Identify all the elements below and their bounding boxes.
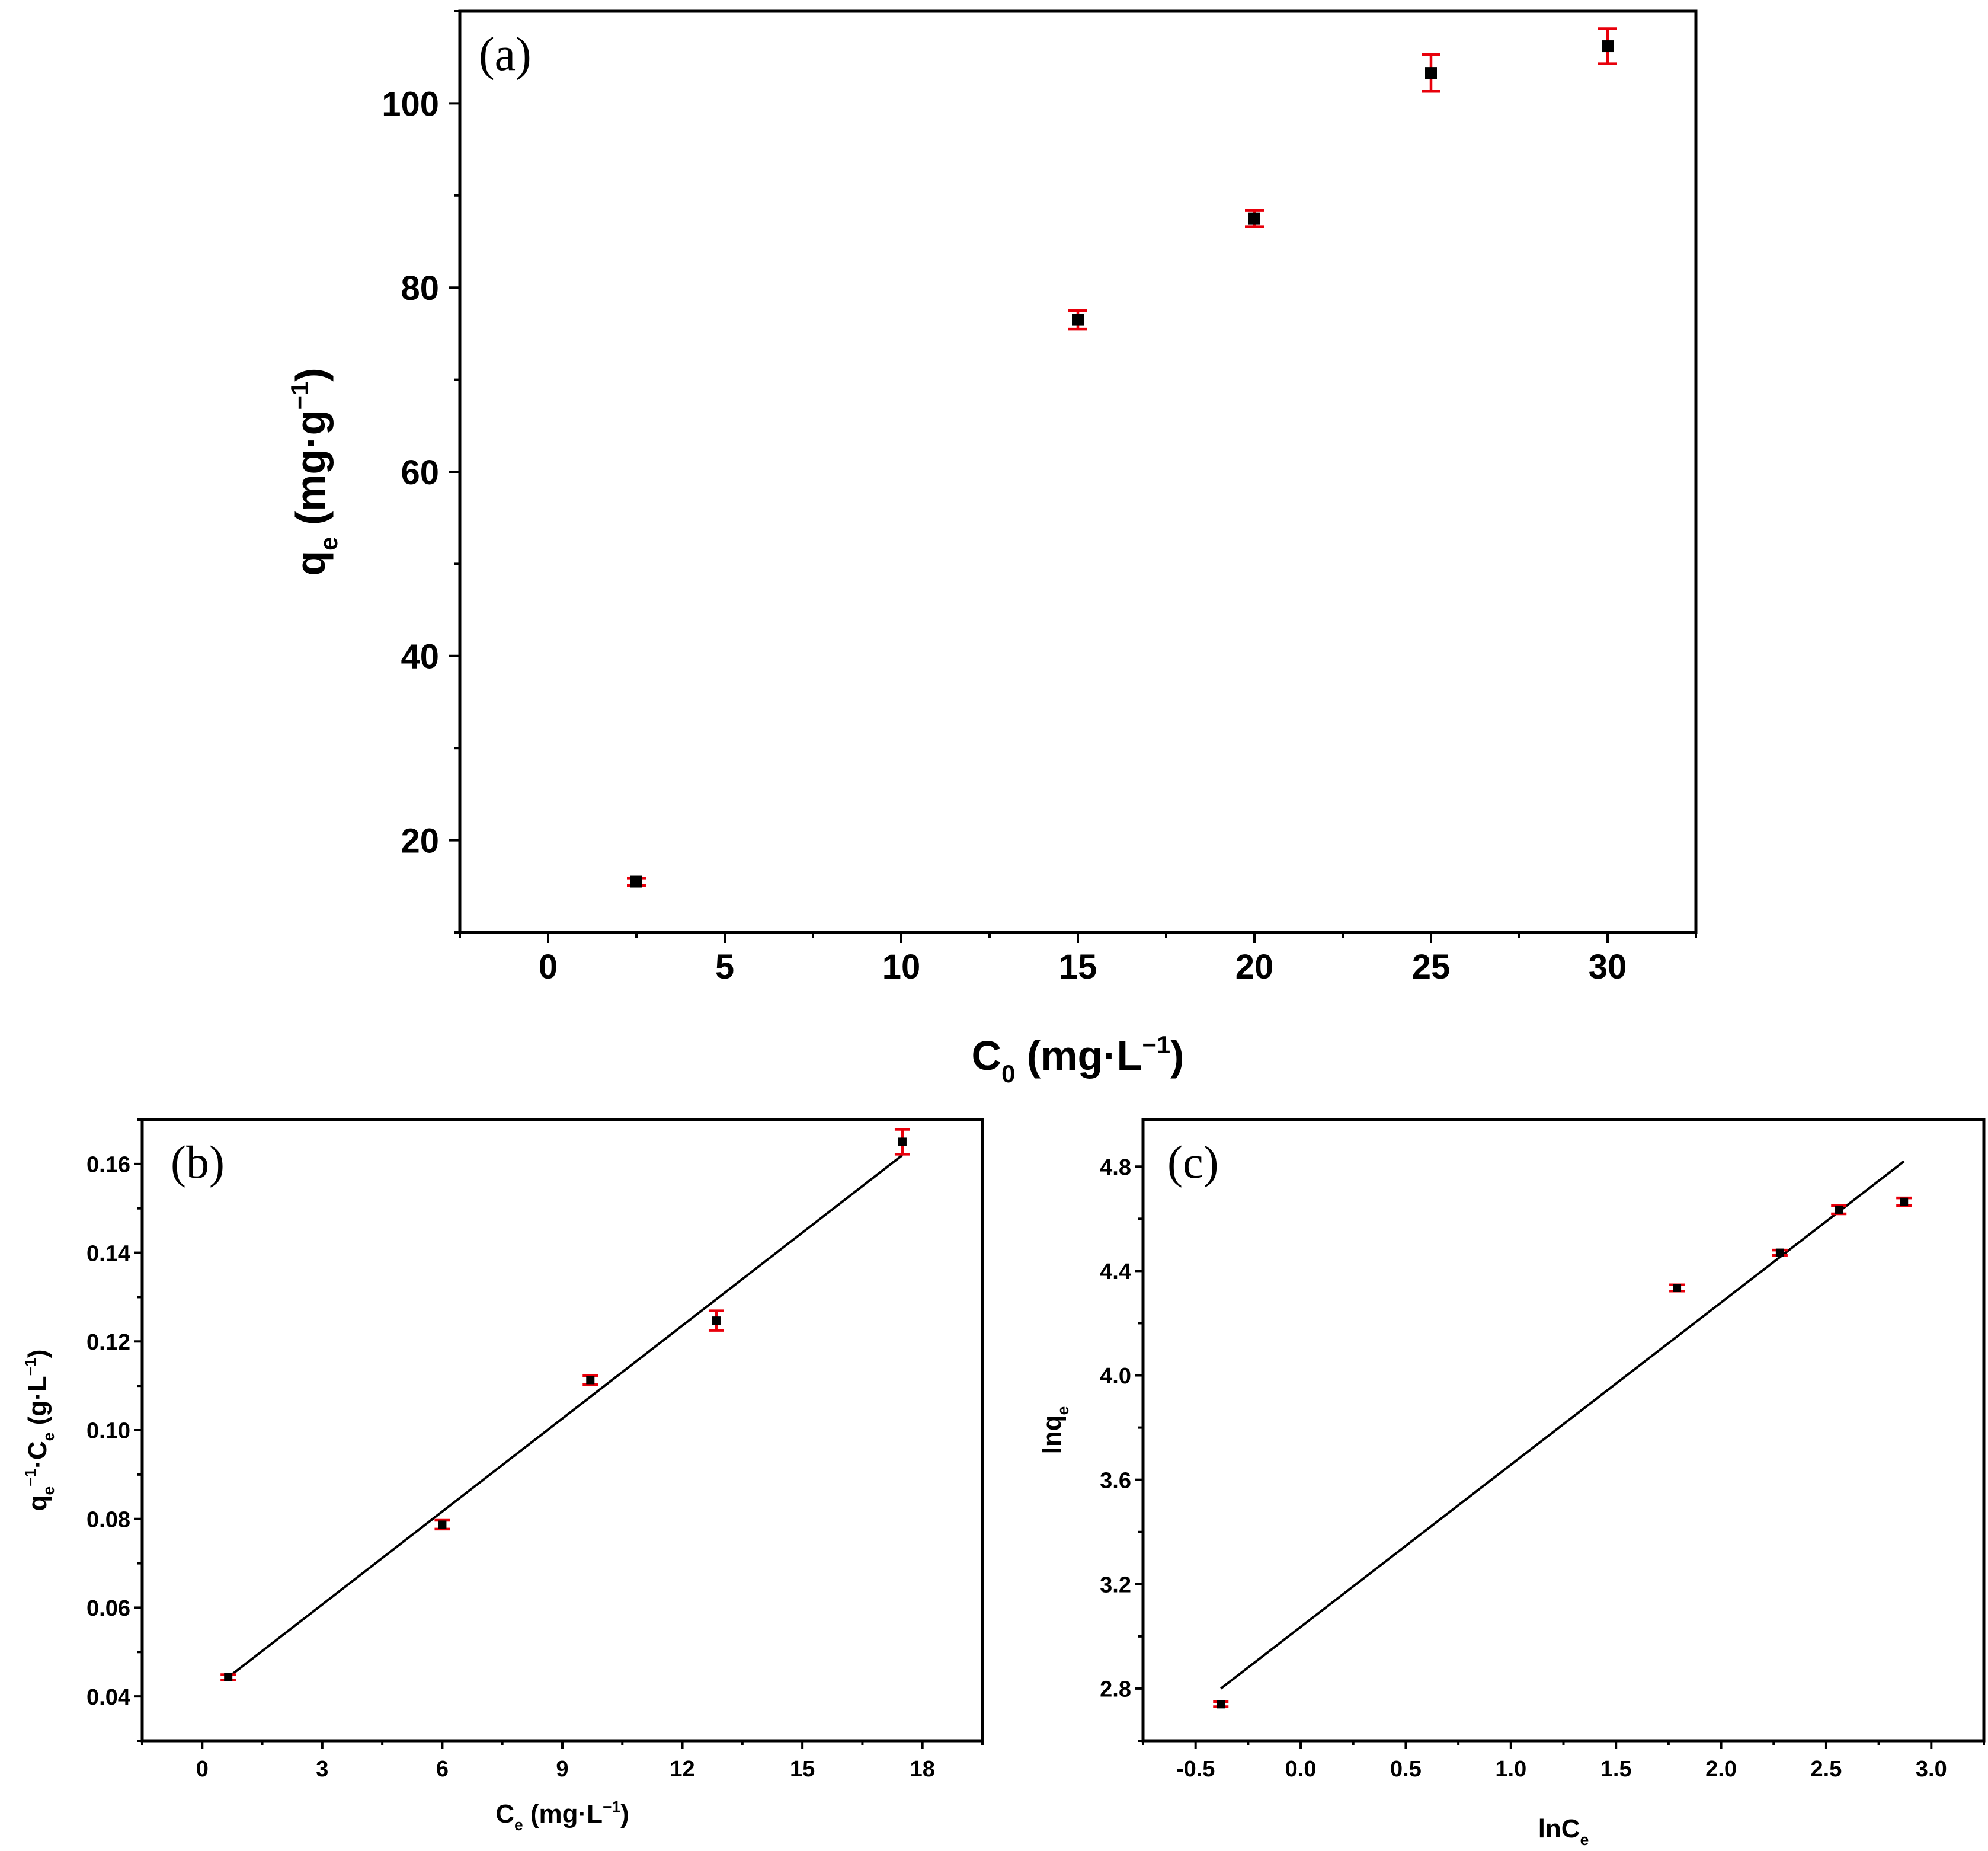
x-tick-label: 0 — [196, 1757, 209, 1782]
marker — [438, 1520, 447, 1529]
data-point — [434, 1518, 450, 1531]
marker — [630, 875, 642, 888]
x-tick-label: 30 — [1589, 948, 1627, 986]
x-axis-title: C0 (mg·L−1) — [972, 1031, 1185, 1088]
x-tick-label: 15 — [1059, 948, 1097, 986]
y-tick-label: 60 — [401, 453, 439, 492]
fit-line — [227, 1154, 904, 1679]
y-axis-title: lnqe — [1038, 1406, 1072, 1454]
x-tick-label: 2.0 — [1705, 1757, 1737, 1782]
y-tick-label: 0.12 — [87, 1330, 130, 1355]
data-point — [1245, 209, 1264, 228]
data-point — [708, 1309, 724, 1332]
panel-b: 0 3 6 9 12 15 18 0.04 0.06 0.08 0.10 0.12 0.14 0.16 (b… — [21, 1118, 984, 1834]
x-tick-label: 25 — [1412, 948, 1451, 986]
x-axis-title: lnCe — [1538, 1814, 1589, 1849]
y-axis-title: qe (mg·g−1) — [286, 367, 342, 576]
x-tick-label: 6 — [436, 1757, 449, 1782]
data-point — [1831, 1204, 1847, 1216]
y-tick-label: 4.8 — [1100, 1155, 1131, 1180]
x-axis-title: Ce (mg·L−1) — [495, 1798, 629, 1834]
y-tick-label: 0.04 — [87, 1685, 130, 1710]
y-tick-label: 0.06 — [87, 1596, 130, 1621]
y-tick-label: 3.6 — [1100, 1468, 1131, 1493]
y-tick-label: 4.4 — [1100, 1259, 1131, 1284]
marker — [1248, 212, 1260, 225]
y-tick-label: 40 — [401, 638, 439, 676]
x-tick-label: 3.0 — [1916, 1757, 1947, 1782]
plot-frame — [458, 9, 1698, 934]
panel-label: (a) — [479, 28, 532, 81]
data-point — [1598, 27, 1617, 65]
x-tick-label: 0 — [539, 948, 558, 986]
x-tick-label: 10 — [882, 948, 921, 986]
x-tick-label: 18 — [910, 1757, 935, 1782]
y-tick-label: 20 — [401, 821, 439, 860]
x-tick-label: 12 — [670, 1757, 694, 1782]
data-point — [1422, 53, 1440, 93]
y-tick-label: 0.14 — [87, 1241, 130, 1266]
data-point — [220, 1673, 236, 1681]
y-tick-label: 0.16 — [87, 1153, 130, 1178]
panel-a: 0 5 10 15 20 25 30 20 40 60 80 100 (a) C0 (mg·L−1) qe … — [286, 9, 1698, 1088]
marker — [586, 1376, 595, 1385]
marker — [1835, 1205, 1843, 1214]
marker — [1217, 1700, 1225, 1709]
panel-c: -0.5 0.0 0.5 1.0 1.5 2.0 2.5 3.0 2.8 3.2 3.6 4.0 4.4… — [1038, 1118, 1986, 1849]
marker — [224, 1673, 233, 1681]
fit-line — [1220, 1160, 1905, 1690]
x-tick-label: 5 — [715, 948, 734, 986]
x-tick-label: 0.0 — [1285, 1757, 1317, 1782]
data-point — [1068, 309, 1087, 331]
marker — [1072, 314, 1084, 326]
x-tick-label: 3 — [316, 1757, 328, 1782]
marker — [1602, 40, 1614, 53]
x-tick-label: 15 — [790, 1757, 815, 1782]
y-tick-label: 2.8 — [1100, 1677, 1131, 1702]
panel-label: (c) — [1167, 1136, 1219, 1188]
x-tick-label: 2.5 — [1811, 1757, 1842, 1782]
marker — [898, 1137, 907, 1146]
data-point — [894, 1128, 910, 1156]
marker — [1775, 1248, 1784, 1257]
data-point — [1669, 1283, 1685, 1293]
data-point — [1896, 1196, 1912, 1207]
data-point — [1772, 1248, 1788, 1257]
x-tick-label: 0.5 — [1390, 1757, 1422, 1782]
panel-label: (b) — [171, 1136, 225, 1188]
x-tick-label: 1.5 — [1600, 1757, 1632, 1782]
y-axis-title: qe−1·Ce (g·L−1) — [21, 1350, 57, 1511]
marker — [1425, 67, 1437, 79]
x-tick-label: 9 — [556, 1757, 568, 1782]
data-point — [582, 1374, 598, 1386]
y-tick-label: 80 — [401, 269, 439, 308]
marker — [712, 1316, 721, 1325]
y-tick-label: 0.08 — [87, 1507, 130, 1532]
y-tick-label: 4.0 — [1100, 1364, 1131, 1389]
x-tick-label: -0.5 — [1176, 1757, 1215, 1782]
plot-frame — [1141, 1118, 1986, 1743]
data-point — [627, 875, 646, 888]
y-tick-label: 3.2 — [1100, 1572, 1131, 1597]
x-tick-label: 1.0 — [1495, 1757, 1526, 1782]
y-tick-label: 0.10 — [87, 1419, 130, 1444]
marker — [1673, 1284, 1682, 1293]
data-point — [1213, 1700, 1229, 1709]
x-tick-label: 20 — [1235, 948, 1274, 986]
marker — [1900, 1197, 1909, 1206]
y-tick-label: 100 — [382, 85, 439, 123]
